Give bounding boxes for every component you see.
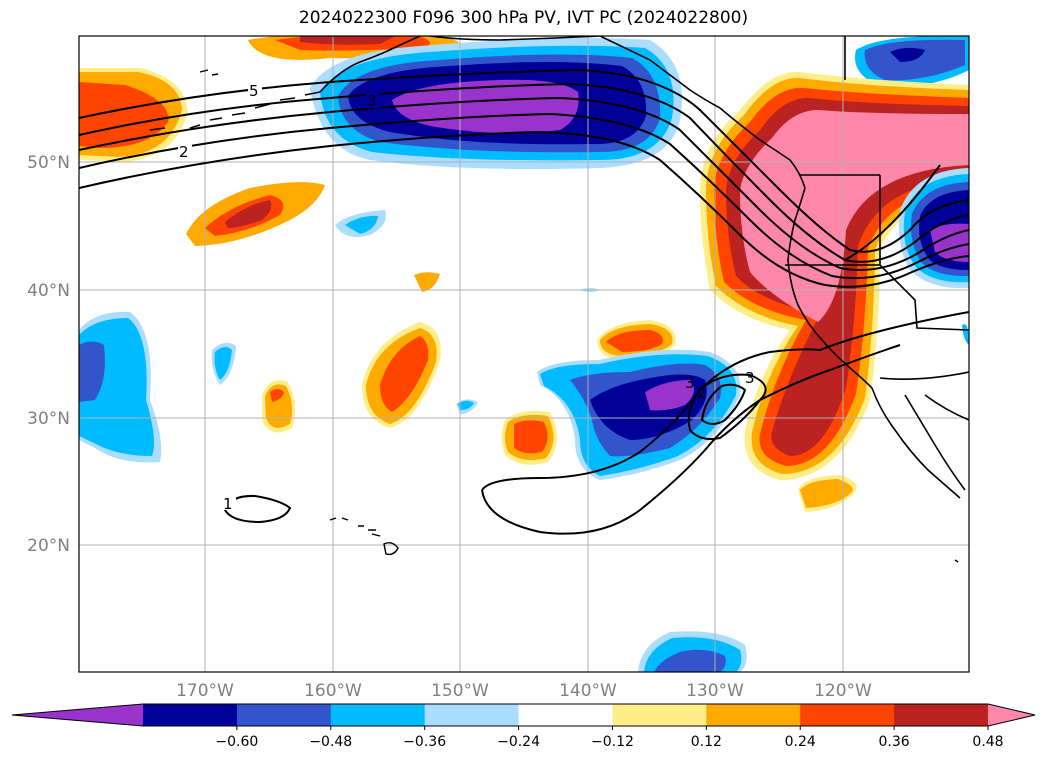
contour-label: 2 <box>697 384 707 402</box>
colorbar-segment <box>143 704 238 726</box>
lon-label: 130°W <box>686 681 744 701</box>
lat-label: 20°N <box>27 536 70 556</box>
colorbar: −0.60 −0.48 −0.36 −0.24 −0.12 0.12 0.24 0.36 0.4… <box>11 703 1036 750</box>
contour-labels: 5 3 2 1 3 3 2 <box>178 82 755 513</box>
colorbar-segment <box>236 704 332 726</box>
pv-anomaly-negative-northeast <box>855 36 969 87</box>
latitude-labels: 50°N 40°N 30°N 20°N <box>27 153 70 556</box>
contour-label: 3 <box>745 369 755 387</box>
colorbar-segment <box>706 704 801 726</box>
lon-label: 150°W <box>431 681 489 701</box>
lat-label: 30°N <box>27 409 70 429</box>
colorbar-segment <box>894 704 989 726</box>
pv-anomaly-negative-east <box>898 168 969 289</box>
map-frame <box>78 35 970 673</box>
lon-label: 120°W <box>814 681 872 701</box>
colorbar-tick-label: −0.24 <box>497 734 540 750</box>
lon-label: 170°W <box>176 681 234 701</box>
graticule <box>79 36 969 672</box>
contour-label: 3 <box>367 92 377 110</box>
pv-anomaly-negative-south <box>638 631 747 672</box>
colorbar-segment <box>518 704 613 726</box>
pv-anomaly-positive-144w <box>501 411 558 465</box>
colorbar-tick-label: 0.36 <box>879 734 910 750</box>
colorbar-tick-label: −0.60 <box>215 734 258 750</box>
pv-anomaly-positive-165w <box>186 182 325 246</box>
colorbar-outline <box>11 703 1036 727</box>
pv-anomaly-positive-135w <box>597 320 676 360</box>
pv-small-positive-152w <box>414 272 440 292</box>
pv-anomaly-positive-153w <box>362 322 441 428</box>
contour-label: 5 <box>249 82 259 100</box>
lat-label: 40°N <box>27 281 70 301</box>
lon-label: 160°W <box>304 681 362 701</box>
lat-label: 50°N <box>27 153 70 173</box>
hawaii <box>329 517 399 556</box>
colorbar-tick-label: −0.48 <box>309 734 352 750</box>
pv-anomaly-negative-west <box>79 311 162 463</box>
colorbar-tick-label: 0.48 <box>972 734 1003 750</box>
colorbar-segment <box>800 704 895 726</box>
longitude-labels: 170°W 160°W 150°W 140°W 130°W 120°W <box>176 681 872 701</box>
colorbar-segment <box>330 704 426 726</box>
contour-label: 1 <box>223 495 233 513</box>
colorbar-segment <box>424 704 520 726</box>
colorbar-tick-label: 0.24 <box>785 734 816 750</box>
colorbar-tick-label: −0.36 <box>403 734 446 750</box>
colorbar-extend-low <box>12 704 143 726</box>
lon-label: 140°W <box>559 681 617 701</box>
colorbar-tick-label: 0.12 <box>691 734 722 750</box>
figure-title: 2024022300 F096 300 hPa PV, IVT PC (2024… <box>298 8 749 28</box>
contour-label: 2 <box>179 143 189 161</box>
contour-label: 3 <box>685 374 695 392</box>
colorbar-extend-high <box>988 704 1035 726</box>
colorbar-tick-label: −0.12 <box>591 734 634 750</box>
pv-anomaly-negative-north-central <box>310 38 682 169</box>
ivt-contours <box>79 68 969 535</box>
colorbar-segment <box>612 704 707 726</box>
